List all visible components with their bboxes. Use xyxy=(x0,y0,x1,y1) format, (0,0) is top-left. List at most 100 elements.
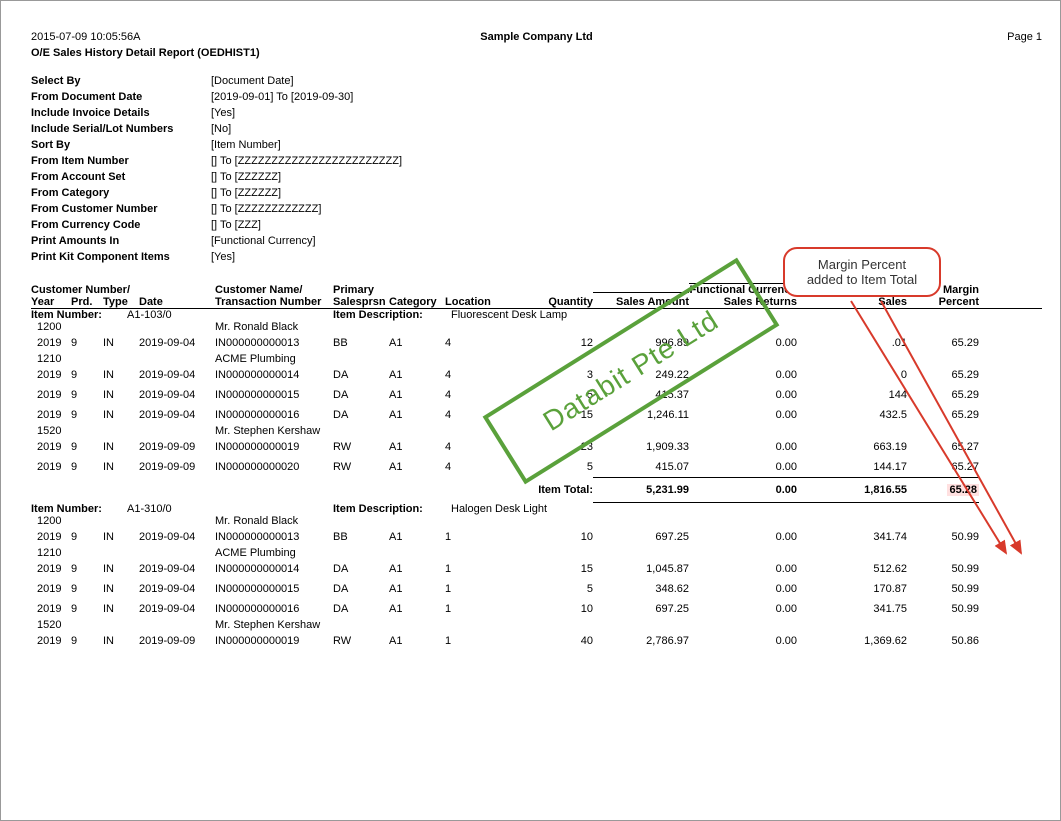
param-value: [Yes] xyxy=(211,105,235,121)
cell-quantity: 5 xyxy=(523,385,593,405)
cell-trans: IN000000000020 xyxy=(215,457,333,477)
cell-sales-returns: 0.00 xyxy=(689,599,797,619)
cell-location: 1 xyxy=(445,527,523,547)
table-row: 20199IN2019-09-04IN000000000015DAA115348… xyxy=(31,579,1042,599)
item-header: Item Number:A1-310/0Item Description:Hal… xyxy=(31,503,1042,515)
col-category: Category xyxy=(389,296,445,308)
cell-sales-amount: 697.25 xyxy=(593,527,689,547)
customer-header: 1200Mr. Ronald Black xyxy=(31,515,1042,527)
cell-quantity: 10 xyxy=(523,527,593,547)
param-label: Print Kit Component Items xyxy=(31,249,211,265)
customer-number: 1520 xyxy=(31,619,215,631)
company-name: Sample Company Ltd xyxy=(368,31,705,43)
cell-salesprsn: DA xyxy=(333,559,389,579)
col-year: Year xyxy=(31,296,71,308)
col-cust-name: Customer Name/ xyxy=(215,284,333,296)
cell-sales-returns: 0.00 xyxy=(689,385,797,405)
cell-location: 1 xyxy=(445,579,523,599)
item-number-value: A1-103/0 xyxy=(127,309,333,321)
cell-type: IN xyxy=(103,631,139,651)
customer-name: Mr. Stephen Kershaw xyxy=(215,619,320,631)
param-label: Include Serial/Lot Numbers xyxy=(31,121,211,137)
cell-prd: 9 xyxy=(71,457,103,477)
table-row: 20199IN2019-09-09IN000000000020RWA145415… xyxy=(31,457,1042,477)
customer-number: 1520 xyxy=(31,425,215,437)
param-value: [] To [ZZZ] xyxy=(211,217,261,233)
table-row: 20199IN2019-09-04IN000000000016DAA14151,… xyxy=(31,405,1042,425)
col-type: Type xyxy=(103,296,139,308)
cell-location: 4 xyxy=(445,333,523,353)
cell-year: 2019 xyxy=(31,385,71,405)
param-label: From Category xyxy=(31,185,211,201)
customer-name: Mr. Ronald Black xyxy=(215,321,298,333)
cell-category: A1 xyxy=(389,579,445,599)
param-label: From Currency Code xyxy=(31,217,211,233)
item-description-value: Halogen Desk Light xyxy=(451,503,547,515)
param-label: Print Amounts In xyxy=(31,233,211,249)
param-row: Include Serial/Lot Numbers[No] xyxy=(31,121,1042,137)
cell-prd: 9 xyxy=(71,579,103,599)
table-row: 20199IN2019-09-09IN000000000019RWA11402,… xyxy=(31,631,1042,651)
param-label: Sort By xyxy=(31,137,211,153)
cell-salesprsn: DA xyxy=(333,599,389,619)
customer-header: 1210ACME Plumbing xyxy=(31,547,1042,559)
param-row: From Document Date[2019-09-01] To [2019-… xyxy=(31,89,1042,105)
cell-sales-returns: 0.00 xyxy=(689,579,797,599)
param-row: From Account Set[] To [ZZZZZZ] xyxy=(31,169,1042,185)
cell-sales-returns: 0.00 xyxy=(689,365,797,385)
cell-sales-amount: 348.62 xyxy=(593,579,689,599)
cell-quantity: 15 xyxy=(523,405,593,425)
cell-date: 2019-09-09 xyxy=(139,457,215,477)
param-value: [] To [ZZZZZZZZZZZZ] xyxy=(211,201,321,217)
cell-prd: 9 xyxy=(71,365,103,385)
cell-salesprsn: DA xyxy=(333,365,389,385)
col-salesprsn: Salesprsn xyxy=(333,296,389,308)
param-row: From Item Number[] To [ZZZZZZZZZZZZZZZZZ… xyxy=(31,153,1042,169)
report-header-row: 2015-07-09 10:05:56A Sample Company Ltd … xyxy=(31,31,1042,43)
cell-quantity: 12 xyxy=(523,333,593,353)
cell-margin-percent: 65.27 xyxy=(907,437,979,457)
cell-trans: IN000000000016 xyxy=(215,405,333,425)
cell-date: 2019-09-09 xyxy=(139,437,215,457)
customer-header: 1210ACME Plumbing xyxy=(31,353,1042,365)
item-header: Item Number:A1-103/0Item Description:Flu… xyxy=(31,309,1042,321)
cell-category: A1 xyxy=(389,457,445,477)
cell-margin-percent: 50.99 xyxy=(907,559,979,579)
cell-trans: IN000000000019 xyxy=(215,437,333,457)
col-quantity: Quantity xyxy=(523,296,593,308)
cell-quantity: 10 xyxy=(523,599,593,619)
param-row: From Currency Code[] To [ZZZ] xyxy=(31,217,1042,233)
cell-prd: 9 xyxy=(71,405,103,425)
cell-year: 2019 xyxy=(31,437,71,457)
cell-location: 4 xyxy=(445,437,523,457)
table-row: 20199IN2019-09-09IN000000000019RWA14231,… xyxy=(31,437,1042,457)
cell-year: 2019 xyxy=(31,631,71,651)
cell-type: IN xyxy=(103,527,139,547)
cell-location: 4 xyxy=(445,385,523,405)
customer-name: ACME Plumbing xyxy=(215,547,296,559)
cell-type: IN xyxy=(103,333,139,353)
cell-margin-percent: 65.29 xyxy=(907,333,979,353)
cell-prd: 9 xyxy=(71,437,103,457)
cell-category: A1 xyxy=(389,365,445,385)
item-description-value: Fluorescent Desk Lamp xyxy=(451,309,567,321)
cell-sales-amount: 697.25 xyxy=(593,599,689,619)
report-body: Item Number:A1-103/0Item Description:Flu… xyxy=(31,309,1042,651)
cell-date: 2019-09-04 xyxy=(139,333,215,353)
cell-date: 2019-09-04 xyxy=(139,365,215,385)
cell-year: 2019 xyxy=(31,599,71,619)
cell-margin-percent: 65.27 xyxy=(907,457,979,477)
cell-sales: 341.75 xyxy=(797,599,907,619)
param-value: [Functional Currency] xyxy=(211,233,316,249)
cell-trans: IN000000000015 xyxy=(215,579,333,599)
cell-sales-amount: 1,246.11 xyxy=(593,405,689,425)
cell-sales-returns: 0.00 xyxy=(689,333,797,353)
cell-sales-amount: 1,045.87 xyxy=(593,559,689,579)
cell-sales: .01 xyxy=(797,333,907,353)
cell-sales: 663.19 xyxy=(797,437,907,457)
cell-sales: 432.5 xyxy=(797,405,907,425)
cell-sales-returns: 0.00 xyxy=(689,527,797,547)
cell-date: 2019-09-04 xyxy=(139,579,215,599)
customer-header: 1520Mr. Stephen Kershaw xyxy=(31,619,1042,631)
cell-margin-percent: 65.29 xyxy=(907,405,979,425)
